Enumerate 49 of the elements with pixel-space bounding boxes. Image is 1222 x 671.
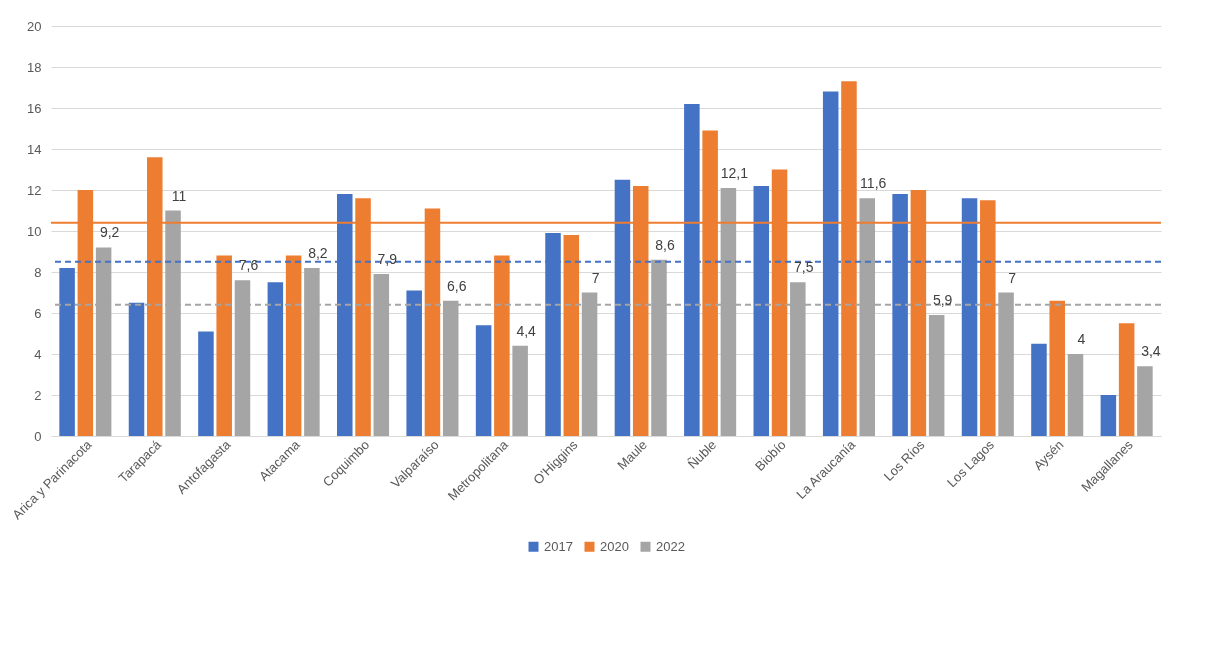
- y-tick-label: 18: [27, 59, 42, 75]
- bar: [1031, 343, 1047, 436]
- y-tick-label: 20: [27, 18, 42, 34]
- bar: [928, 315, 945, 436]
- data-label: 4,4: [516, 322, 537, 339]
- y-tick-label: 10: [27, 223, 42, 239]
- data-label: 7,9: [377, 251, 398, 268]
- y-tick-label: 0: [34, 428, 42, 444]
- data-label: 7,6: [238, 257, 259, 274]
- bar: [128, 302, 145, 436]
- data-label: 11,6: [860, 175, 887, 192]
- y-tick-label: 16: [27, 100, 42, 116]
- data-label: 11: [171, 187, 187, 204]
- bar: [1067, 354, 1084, 436]
- data-label: 6,6: [446, 277, 467, 294]
- legend-label: 2017: [544, 538, 573, 554]
- data-label: 8,6: [655, 236, 675, 253]
- bar: [1118, 323, 1135, 436]
- bar: [494, 255, 510, 436]
- bar: [563, 235, 580, 436]
- x-tick-label: Los Ríos: [880, 436, 928, 484]
- y-tick-label: 4: [34, 346, 42, 362]
- y-tick-label: 12: [27, 182, 42, 198]
- bar: [267, 282, 284, 436]
- bar: [1100, 395, 1117, 436]
- bar: [198, 331, 214, 436]
- legend-label: 2022: [656, 538, 685, 554]
- bar: [475, 325, 492, 436]
- y-tick-label: 14: [27, 141, 42, 157]
- data-label: 5,9: [932, 292, 953, 309]
- y-tick-label: 6: [34, 305, 42, 321]
- bar: [1049, 300, 1065, 436]
- data-label: 7,5: [794, 259, 814, 276]
- data-label: 12,1: [720, 164, 749, 181]
- data-label: 7: [1008, 269, 1017, 286]
- bar: [216, 255, 232, 436]
- data-label: 8,2: [308, 244, 328, 261]
- bar: [285, 255, 302, 436]
- y-tick-label: 2: [34, 387, 42, 403]
- y-tick-label: 8: [34, 264, 42, 280]
- legend-label: 2020: [600, 538, 629, 554]
- bar: [1137, 366, 1153, 436]
- bar: [406, 290, 422, 436]
- data-label: 4: [1077, 331, 1086, 347]
- bar: [512, 345, 528, 436]
- data-label: 7: [591, 269, 600, 286]
- bar: [59, 267, 75, 436]
- data-label: 3,4: [1141, 343, 1161, 360]
- data-label: 9,2: [99, 224, 120, 241]
